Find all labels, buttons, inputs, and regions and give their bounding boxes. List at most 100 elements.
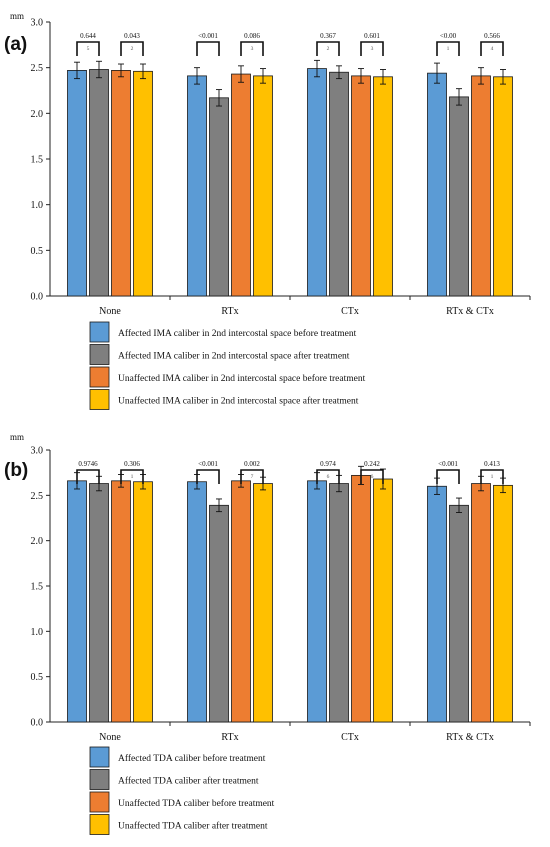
bar — [427, 72, 447, 297]
bar — [329, 71, 349, 297]
x-tick-label: CTx — [341, 732, 359, 743]
bar — [351, 474, 371, 723]
bar — [307, 68, 327, 297]
significance-bracket — [316, 41, 340, 56]
chart-a: (a) mm 0.0 0.5 1.0 1.5 2.0 2.5 3.0 None 0.644 5 0.04… — [4, 11, 531, 410]
panel-label: (b) — [4, 460, 28, 481]
p-value-label: 0.413 — [484, 460, 500, 468]
bracket-mark: 4 — [491, 46, 494, 52]
legend-label: Unaffected IMA caliber in 2nd intercosta… — [118, 396, 359, 407]
bar — [187, 75, 207, 297]
y-tick-label: 2.0 — [31, 536, 44, 547]
legend-label: Affected TDA caliber after treatment — [118, 776, 259, 787]
bracket-mark: 7 — [251, 474, 254, 480]
bar — [111, 480, 131, 723]
bar — [471, 483, 491, 723]
bar — [449, 504, 469, 723]
significance-bracket — [120, 41, 144, 56]
y-tick-label: 1.5 — [31, 582, 44, 593]
significance-bracket — [360, 41, 384, 56]
bar — [427, 485, 447, 723]
bar — [67, 480, 87, 723]
p-value-label: <0.001 — [438, 460, 458, 468]
y-tick-label: 0.5 — [31, 672, 44, 683]
legend-swatch — [89, 746, 110, 768]
legend-label: Affected IMA caliber in 2nd intercostal … — [118, 328, 357, 339]
significance-bracket — [316, 469, 340, 484]
p-value-label: 0.566 — [484, 32, 500, 40]
x-tick-label: RTx — [221, 732, 238, 743]
significance-bracket — [480, 41, 504, 56]
p-value-label: 0.974 — [320, 460, 336, 468]
x-tick-label: CTx — [341, 306, 359, 317]
bracket-mark: 5 — [87, 46, 90, 52]
y-tick-label: 3.0 — [31, 18, 44, 29]
bar — [307, 480, 327, 723]
legend-swatch — [89, 344, 110, 365]
legend-swatch — [89, 366, 110, 388]
significance-bracket — [76, 41, 100, 56]
y-tick-label: 2.5 — [31, 491, 44, 502]
bar — [329, 483, 349, 723]
y-tick-label: 0.5 — [31, 246, 44, 257]
chart-b: (b) mm 0.0 0.5 1.0 1.5 2.0 2.5 3.0 None 0.974 6 0.30… — [4, 432, 531, 835]
y-tick-label: 2.5 — [31, 63, 44, 74]
bar — [209, 97, 229, 297]
legend-swatch — [89, 791, 110, 813]
bar — [449, 96, 469, 297]
y-tick-label: 2.0 — [31, 109, 44, 120]
p-value-label: 0.306 — [124, 460, 140, 468]
bar — [67, 70, 87, 297]
y-tick-label: 1.0 — [31, 200, 44, 211]
bracket-mark: 6 — [371, 474, 374, 480]
x-tick-label: None — [99, 732, 121, 743]
bar — [493, 76, 513, 297]
p-value-label: 0.367 — [320, 32, 336, 40]
p-value-label: 0.644 — [80, 32, 96, 40]
y-tick-label: 1.0 — [31, 627, 44, 638]
bracket-mark: 1 — [491, 474, 494, 480]
significance-bracket — [196, 469, 220, 484]
y-unit-label: mm — [10, 432, 24, 442]
y-tick-label: 0.0 — [31, 718, 44, 729]
legend-swatch — [89, 389, 110, 410]
significance-bracket — [240, 469, 264, 484]
x-tick-label: RTx & CTx — [446, 732, 494, 743]
legend-swatch — [89, 769, 110, 790]
y-tick-label: 3.0 — [31, 446, 44, 457]
x-tick-label: None — [99, 306, 121, 317]
bracket-mark: 1 — [131, 474, 134, 480]
p-value-label: <0.00 — [440, 32, 457, 40]
legend-swatch — [89, 814, 110, 835]
significance-bracket — [436, 469, 460, 484]
bar — [187, 481, 207, 723]
significance-bracket — [240, 41, 264, 56]
significance-bracket — [480, 469, 504, 484]
bar — [231, 73, 251, 297]
bracket-mark: 2 — [131, 46, 134, 52]
bracket-mark: 3 — [371, 46, 374, 52]
p-value-label: <0.001 — [198, 32, 218, 40]
y-tick-label: 1.5 — [31, 155, 44, 166]
p-value-label: 0.002 — [244, 460, 260, 468]
bar — [209, 504, 229, 723]
legend-label: Unaffected TDA caliber before treatment — [118, 798, 275, 809]
bar — [111, 70, 131, 297]
bar — [253, 483, 273, 723]
panel-label: (a) — [4, 34, 27, 55]
bar — [231, 480, 251, 723]
significance-bracket — [436, 41, 460, 56]
bar — [373, 478, 393, 723]
x-tick-label: RTx — [221, 306, 238, 317]
bar — [89, 483, 109, 723]
y-unit-label: mm — [10, 11, 24, 21]
bar — [133, 481, 153, 723]
bracket-mark: 6 — [327, 474, 330, 480]
p-value-label: <0.001 — [198, 460, 218, 468]
significance-bracket — [360, 469, 384, 484]
bar — [471, 75, 491, 297]
significance-bracket — [120, 469, 144, 484]
legend-label: Affected IMA caliber in 2nd intercostal … — [118, 351, 350, 362]
